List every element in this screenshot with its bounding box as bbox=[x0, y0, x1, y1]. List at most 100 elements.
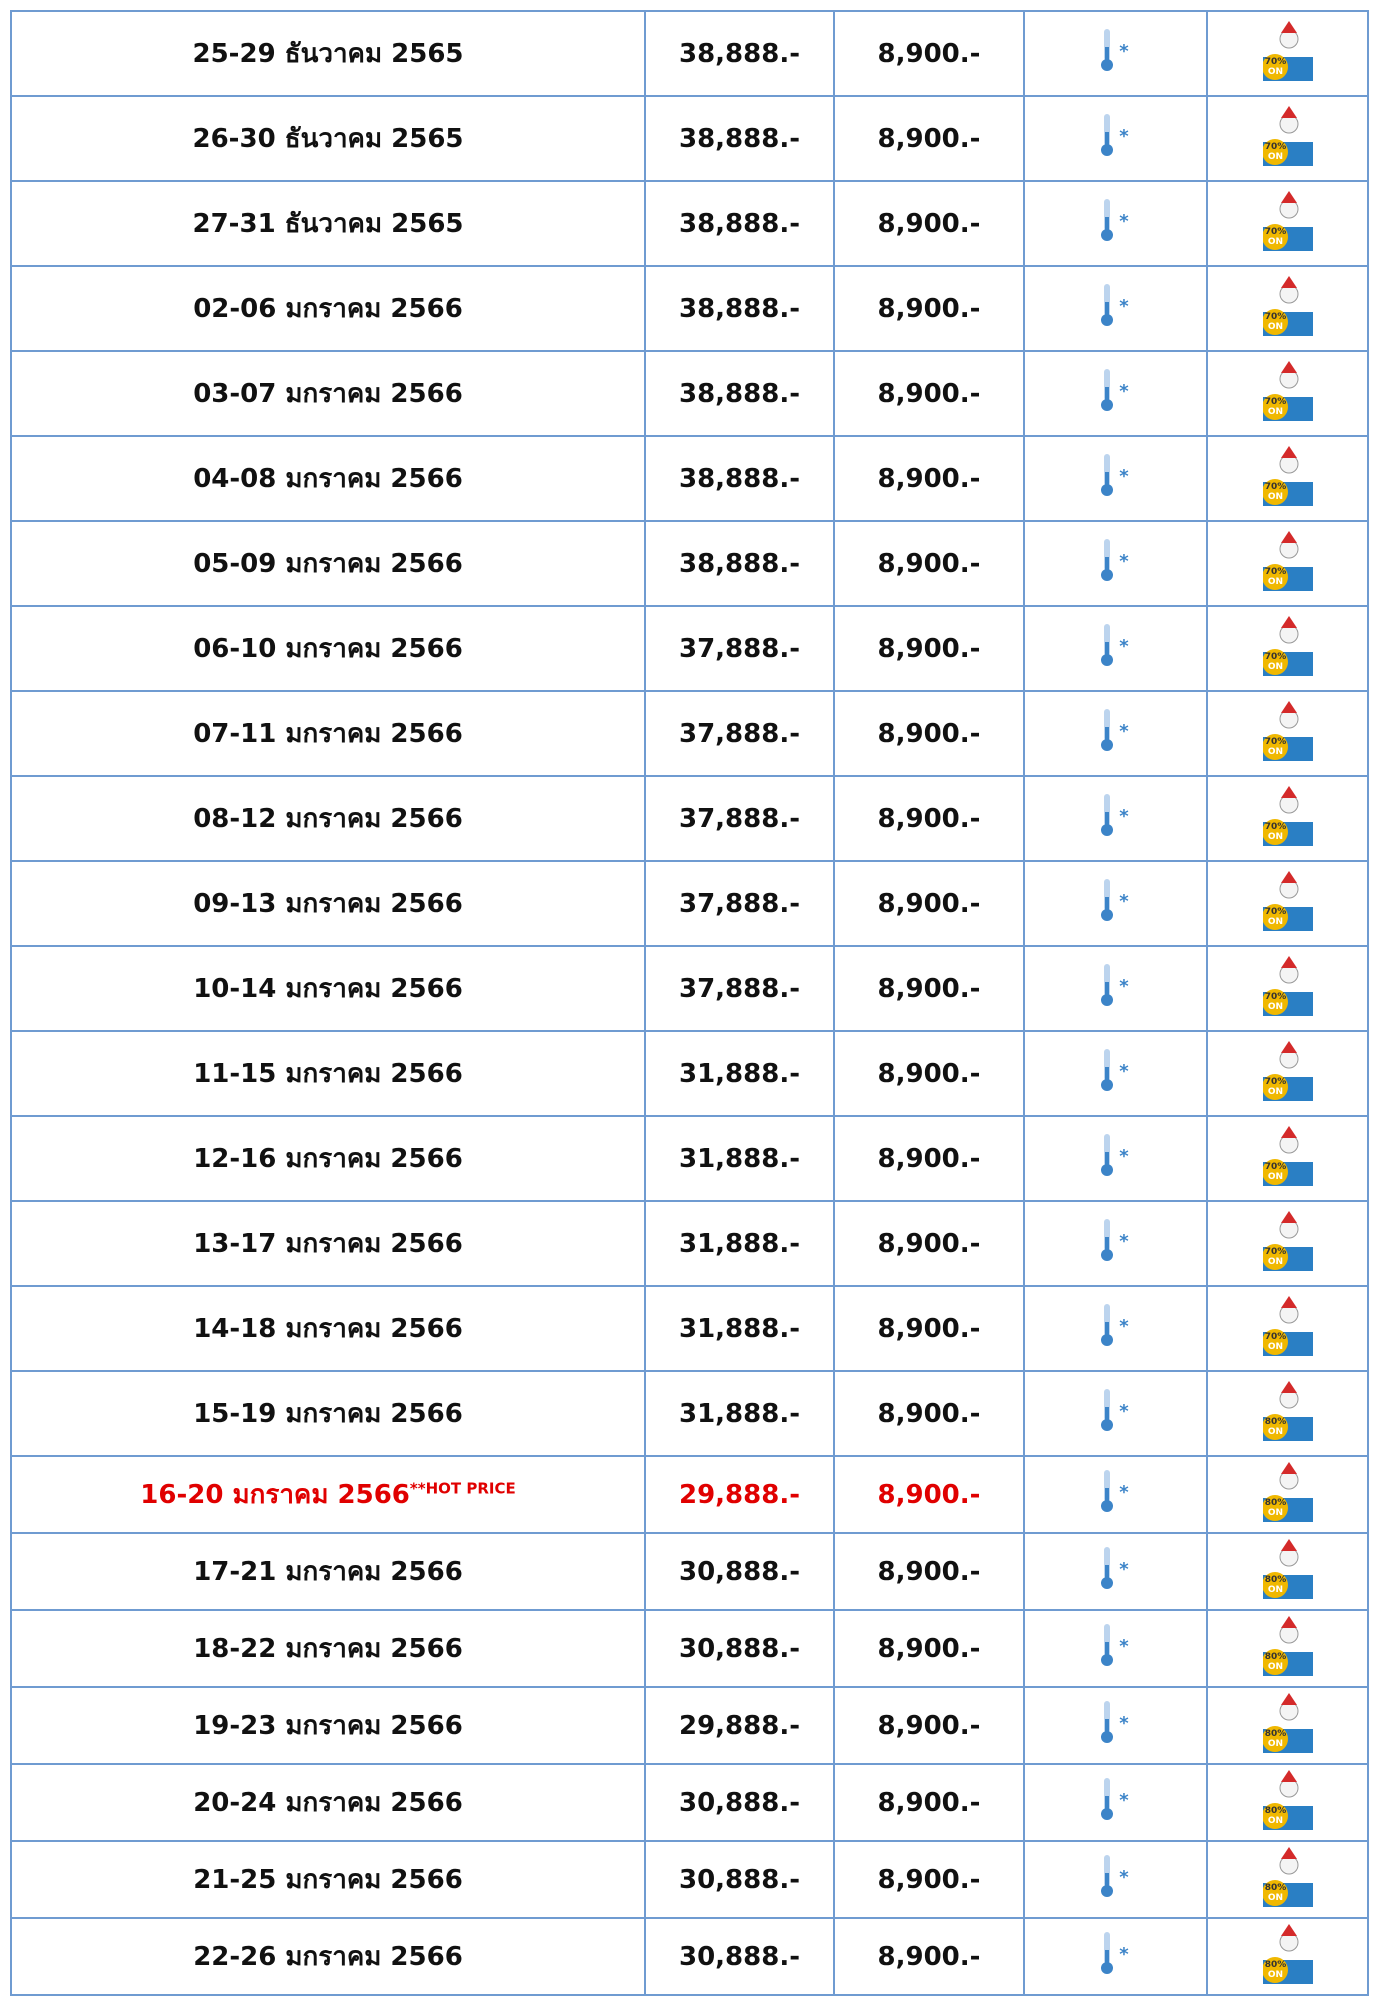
badge-on: ON bbox=[1264, 1257, 1288, 1267]
weather-cell: * bbox=[1024, 1764, 1207, 1841]
badge-percent: 70% bbox=[1264, 1247, 1288, 1257]
thermometer-icon: * bbox=[1096, 367, 1136, 413]
price-cell: 37,888.- bbox=[645, 861, 834, 946]
svg-text:*: * bbox=[1119, 211, 1129, 232]
single-cell: 8,900.- bbox=[834, 691, 1024, 776]
date-cell: 26-30 ธันวาคม 2565 bbox=[11, 96, 645, 181]
thermometer-icon: * bbox=[1096, 1047, 1136, 1093]
badge-cell: 80%ON bbox=[1207, 1764, 1368, 1841]
badge-percent: 70% bbox=[1264, 567, 1288, 577]
weather-cell: * bbox=[1024, 266, 1207, 351]
weather-cell: * bbox=[1024, 11, 1207, 96]
weather-cell: * bbox=[1024, 1371, 1207, 1456]
date: 07-11 มกราคม 2566 bbox=[193, 719, 463, 749]
thermometer-icon: * bbox=[1096, 197, 1136, 243]
svg-text:*: * bbox=[1119, 381, 1129, 402]
badge-percent: 70% bbox=[1264, 57, 1288, 67]
single-cell: 8,900.- bbox=[834, 776, 1024, 861]
weather-cell: * bbox=[1024, 1456, 1207, 1533]
date: 09-13 มกราคม 2566 bbox=[193, 889, 463, 919]
badge-cell: 70%ON bbox=[1207, 776, 1368, 861]
badge-percent: 70% bbox=[1264, 907, 1288, 917]
date-cell: 15-19 มกราคม 2566 bbox=[11, 1371, 645, 1456]
badge-percent: 80% bbox=[1264, 1806, 1288, 1816]
badge: 70%ON bbox=[1263, 614, 1313, 676]
date-cell: 13-17 มกราคม 2566 bbox=[11, 1201, 645, 1286]
badge-cell: 70%ON bbox=[1207, 691, 1368, 776]
badge-on: ON bbox=[1264, 1893, 1288, 1903]
date-cell: 19-23 มกราคม 2566 bbox=[11, 1687, 645, 1764]
svg-text:*: * bbox=[1119, 976, 1129, 997]
row: 15-19 มกราคม 256631,888.-8,900.-*80%ON bbox=[11, 1371, 1368, 1456]
badge-on: ON bbox=[1264, 1662, 1288, 1672]
price-cell: 38,888.- bbox=[645, 181, 834, 266]
badge: 80%ON bbox=[1263, 1691, 1313, 1753]
thermometer-icon: * bbox=[1096, 1387, 1136, 1433]
price-cell: 31,888.- bbox=[645, 1201, 834, 1286]
single-cell: 8,900.- bbox=[834, 1456, 1024, 1533]
single-cell: 8,900.- bbox=[834, 436, 1024, 521]
badge-percent: 80% bbox=[1264, 1575, 1288, 1585]
date-cell: 25-29 ธันวาคม 2565 bbox=[11, 11, 645, 96]
date-cell: 07-11 มกราคม 2566 bbox=[11, 691, 645, 776]
svg-text:*: * bbox=[1119, 1061, 1129, 1082]
badge-cell: 80%ON bbox=[1207, 1456, 1368, 1533]
badge: 70%ON bbox=[1263, 1039, 1313, 1101]
badge: 80%ON bbox=[1263, 1537, 1313, 1599]
badge: 80%ON bbox=[1263, 1922, 1313, 1984]
date-cell: 08-12 มกราคม 2566 bbox=[11, 776, 645, 861]
badge-on: ON bbox=[1264, 662, 1288, 672]
price-cell: 38,888.- bbox=[645, 521, 834, 606]
date-cell: 05-09 มกราคม 2566 bbox=[11, 521, 645, 606]
badge-cell: 70%ON bbox=[1207, 96, 1368, 181]
price-cell: 37,888.- bbox=[645, 691, 834, 776]
thermometer-icon: * bbox=[1096, 1776, 1136, 1822]
thermometer-icon: * bbox=[1096, 1302, 1136, 1348]
single-cell: 8,900.- bbox=[834, 606, 1024, 691]
weather-cell: * bbox=[1024, 691, 1207, 776]
thermometer-icon: * bbox=[1096, 1132, 1136, 1178]
badge-percent: 70% bbox=[1264, 1162, 1288, 1172]
badge-cell: 70%ON bbox=[1207, 436, 1368, 521]
badge-text: 70%ON bbox=[1264, 57, 1288, 77]
row: 11-15 มกราคม 256631,888.-8,900.-*70%ON bbox=[11, 1031, 1368, 1116]
price-cell: 31,888.- bbox=[645, 1116, 834, 1201]
date: 26-30 ธันวาคม 2565 bbox=[193, 124, 464, 154]
badge-percent: 70% bbox=[1264, 312, 1288, 322]
row: 17-21 มกราคม 256630,888.-8,900.-*80%ON bbox=[11, 1533, 1368, 1610]
thermometer-icon: * bbox=[1096, 1930, 1136, 1976]
row: 18-22 มกราคม 256630,888.-8,900.-*80%ON bbox=[11, 1610, 1368, 1687]
badge-text: 80%ON bbox=[1264, 1417, 1288, 1437]
date-cell: 27-31 ธันวาคม 2565 bbox=[11, 181, 645, 266]
single-cell: 8,900.- bbox=[834, 946, 1024, 1031]
badge-cell: 70%ON bbox=[1207, 861, 1368, 946]
weather-cell: * bbox=[1024, 1116, 1207, 1201]
badge-on: ON bbox=[1264, 407, 1288, 417]
row: 03-07 มกราคม 256638,888.-8,900.-*70%ON bbox=[11, 351, 1368, 436]
row: 13-17 มกราคม 256631,888.-8,900.-*70%ON bbox=[11, 1201, 1368, 1286]
price-cell: 38,888.- bbox=[645, 96, 834, 181]
badge-on: ON bbox=[1264, 322, 1288, 332]
badge: 80%ON bbox=[1263, 1379, 1313, 1441]
date-cell: 10-14 มกราคม 2566 bbox=[11, 946, 645, 1031]
single-cell: 8,900.- bbox=[834, 1533, 1024, 1610]
weather-cell: * bbox=[1024, 521, 1207, 606]
price-cell: 37,888.- bbox=[645, 776, 834, 861]
date: 03-07 มกราคม 2566 bbox=[193, 379, 463, 409]
badge-percent: 70% bbox=[1264, 737, 1288, 747]
svg-text:*: * bbox=[1119, 1867, 1129, 1888]
date: 15-19 มกราคม 2566 bbox=[193, 1399, 463, 1429]
badge-on: ON bbox=[1264, 67, 1288, 77]
badge: 70%ON bbox=[1263, 869, 1313, 931]
row: 14-18 มกราคม 256631,888.-8,900.-*70%ON bbox=[11, 1286, 1368, 1371]
badge-on: ON bbox=[1264, 1427, 1288, 1437]
badge-cell: 70%ON bbox=[1207, 1116, 1368, 1201]
badge-cell: 80%ON bbox=[1207, 1371, 1368, 1456]
weather-cell: * bbox=[1024, 606, 1207, 691]
svg-text:*: * bbox=[1119, 1944, 1129, 1965]
thermometer-icon: * bbox=[1096, 877, 1136, 923]
row: 06-10 มกราคม 256637,888.-8,900.-*70%ON bbox=[11, 606, 1368, 691]
